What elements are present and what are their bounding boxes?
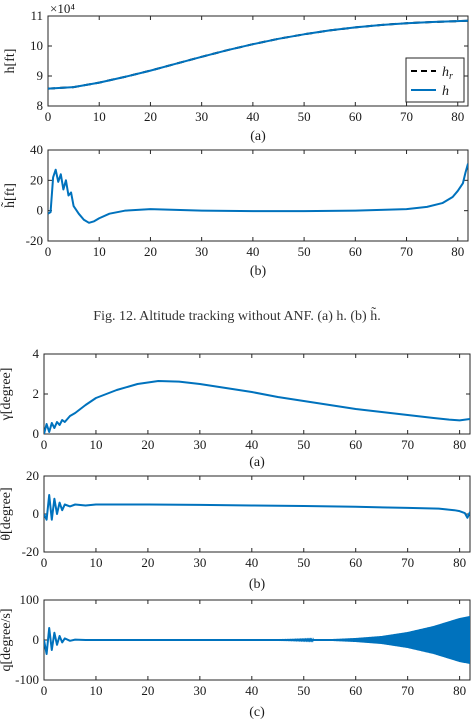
y-tick-label: -100 xyxy=(15,672,39,687)
y-axis-label: γ[degree] xyxy=(0,368,14,422)
y-tick-label: 9 xyxy=(37,68,44,83)
gamma-chart: 0 10 20 30 40 50 60 70 80 0 2 4 γ[degree] (a) xyxy=(0,346,471,470)
plot-area xyxy=(43,475,471,553)
x-tick-label: 60 xyxy=(349,109,362,124)
x-tick-label: 10 xyxy=(89,555,102,570)
x-tick-label: 70 xyxy=(401,555,414,570)
subplot-label: (a) xyxy=(249,455,265,470)
x-tick-label: 70 xyxy=(401,683,414,698)
y-tick-label: 0 xyxy=(37,203,44,218)
x-tick-label: 80 xyxy=(453,683,466,698)
series-line-h xyxy=(48,19,468,90)
subplot-label: (b) xyxy=(249,577,266,592)
plot-area xyxy=(47,149,469,242)
x-tick-label: 50 xyxy=(297,437,310,452)
series-line-h̃ xyxy=(48,163,468,224)
x-tick-label: 30 xyxy=(195,244,208,259)
x-tick-label: 20 xyxy=(144,244,157,259)
plot-layer xyxy=(44,494,470,521)
y-axis-label: θ[degree] xyxy=(0,487,14,540)
x-tick-label: 20 xyxy=(141,683,154,698)
y-tick-label: 20 xyxy=(30,172,43,187)
x-tick-label: 50 xyxy=(298,244,311,259)
altitude-chart: 0 10 20 30 40 50 60 70 80 8 9 10 11 h[ft] ×10⁴ (a) hr h xyxy=(3,1,469,144)
subplot-label: (a) xyxy=(250,129,266,144)
x-tick-label: 20 xyxy=(141,555,154,570)
legend-box xyxy=(405,57,465,103)
series-line-q xyxy=(44,627,470,655)
x-tick-label: 60 xyxy=(349,244,362,259)
x-tick-label: 40 xyxy=(246,109,259,124)
x-tick-label: 10 xyxy=(89,683,102,698)
x-tick-label: 70 xyxy=(400,109,413,124)
x-tick-label: 0 xyxy=(41,555,48,570)
x-tick-label: 80 xyxy=(451,109,464,124)
x-tick-label: 10 xyxy=(93,109,106,124)
x-tick-label: 10 xyxy=(89,437,102,452)
y-tick-label: 0 xyxy=(33,632,40,647)
y-tick-label: 2 xyxy=(33,386,40,401)
x-tick-label: 60 xyxy=(349,555,362,570)
y-tick-label: -20 xyxy=(22,544,39,559)
figure-caption: Fig. 12. Altitude tracking without ANF. … xyxy=(93,307,380,324)
legend-label-h: h xyxy=(442,84,449,99)
x-tick-label: 0 xyxy=(41,683,48,698)
y-axis-label: q[degree/s] xyxy=(0,609,14,672)
x-tick-label: 20 xyxy=(141,437,154,452)
y-axis-label: h̃[ft] xyxy=(1,183,18,208)
plot-layer xyxy=(44,616,470,664)
x-tick-label: 40 xyxy=(245,683,258,698)
y-tick-label: 0 xyxy=(33,506,40,521)
x-tick-label: 30 xyxy=(193,683,206,698)
y-tick-label: 40 xyxy=(30,142,43,157)
x-tick-label: 80 xyxy=(453,437,466,452)
x-tick-label: 0 xyxy=(41,437,48,452)
x-tick-label: 30 xyxy=(193,437,206,452)
x-tick-label: 70 xyxy=(400,244,413,259)
subplot-label: (b) xyxy=(250,264,267,279)
x-tick-label: 20 xyxy=(144,109,157,124)
y-tick-label: 11 xyxy=(30,8,43,23)
subplot-label: (c) xyxy=(249,705,265,720)
x-tick-label: 80 xyxy=(453,555,466,570)
y-tick-label: 8 xyxy=(37,98,44,113)
x-tick-label: 60 xyxy=(349,437,362,452)
plot-layer xyxy=(48,163,468,224)
y-axis-label: h[ft] xyxy=(3,49,18,74)
y-tick-label: 20 xyxy=(26,468,39,483)
x-tick-label: 50 xyxy=(298,109,311,124)
x-tick-label: 60 xyxy=(349,683,362,698)
x-tick-label: 40 xyxy=(245,437,258,452)
plot-area xyxy=(47,15,469,107)
y-tick-label: 4 xyxy=(33,346,40,361)
x-tick-label: 0 xyxy=(45,244,52,259)
x-tick-label: 40 xyxy=(246,244,259,259)
x-tick-label: 80 xyxy=(451,244,464,259)
y-tick-label: 100 xyxy=(20,592,40,607)
plot-layer xyxy=(44,380,470,434)
x-tick-label: 70 xyxy=(401,437,414,452)
plot-layer xyxy=(48,19,468,90)
x-tick-label: 30 xyxy=(195,109,208,124)
legend-label-h-r: hr xyxy=(442,65,453,82)
y-axis-exponent: ×10⁴ xyxy=(50,1,75,16)
series-line-γ xyxy=(44,380,470,434)
x-tick-label: 50 xyxy=(297,555,310,570)
y-tick-label: -20 xyxy=(26,233,43,248)
series-line-θ xyxy=(44,494,470,521)
y-tick-label: 10 xyxy=(30,38,43,53)
x-tick-label: 50 xyxy=(297,683,310,698)
x-tick-label: 30 xyxy=(193,555,206,570)
x-tick-label: 40 xyxy=(245,555,258,570)
y-tick-label: 0 xyxy=(33,426,40,441)
x-tick-label: 10 xyxy=(93,244,106,259)
x-tick-label: 0 xyxy=(45,109,52,124)
